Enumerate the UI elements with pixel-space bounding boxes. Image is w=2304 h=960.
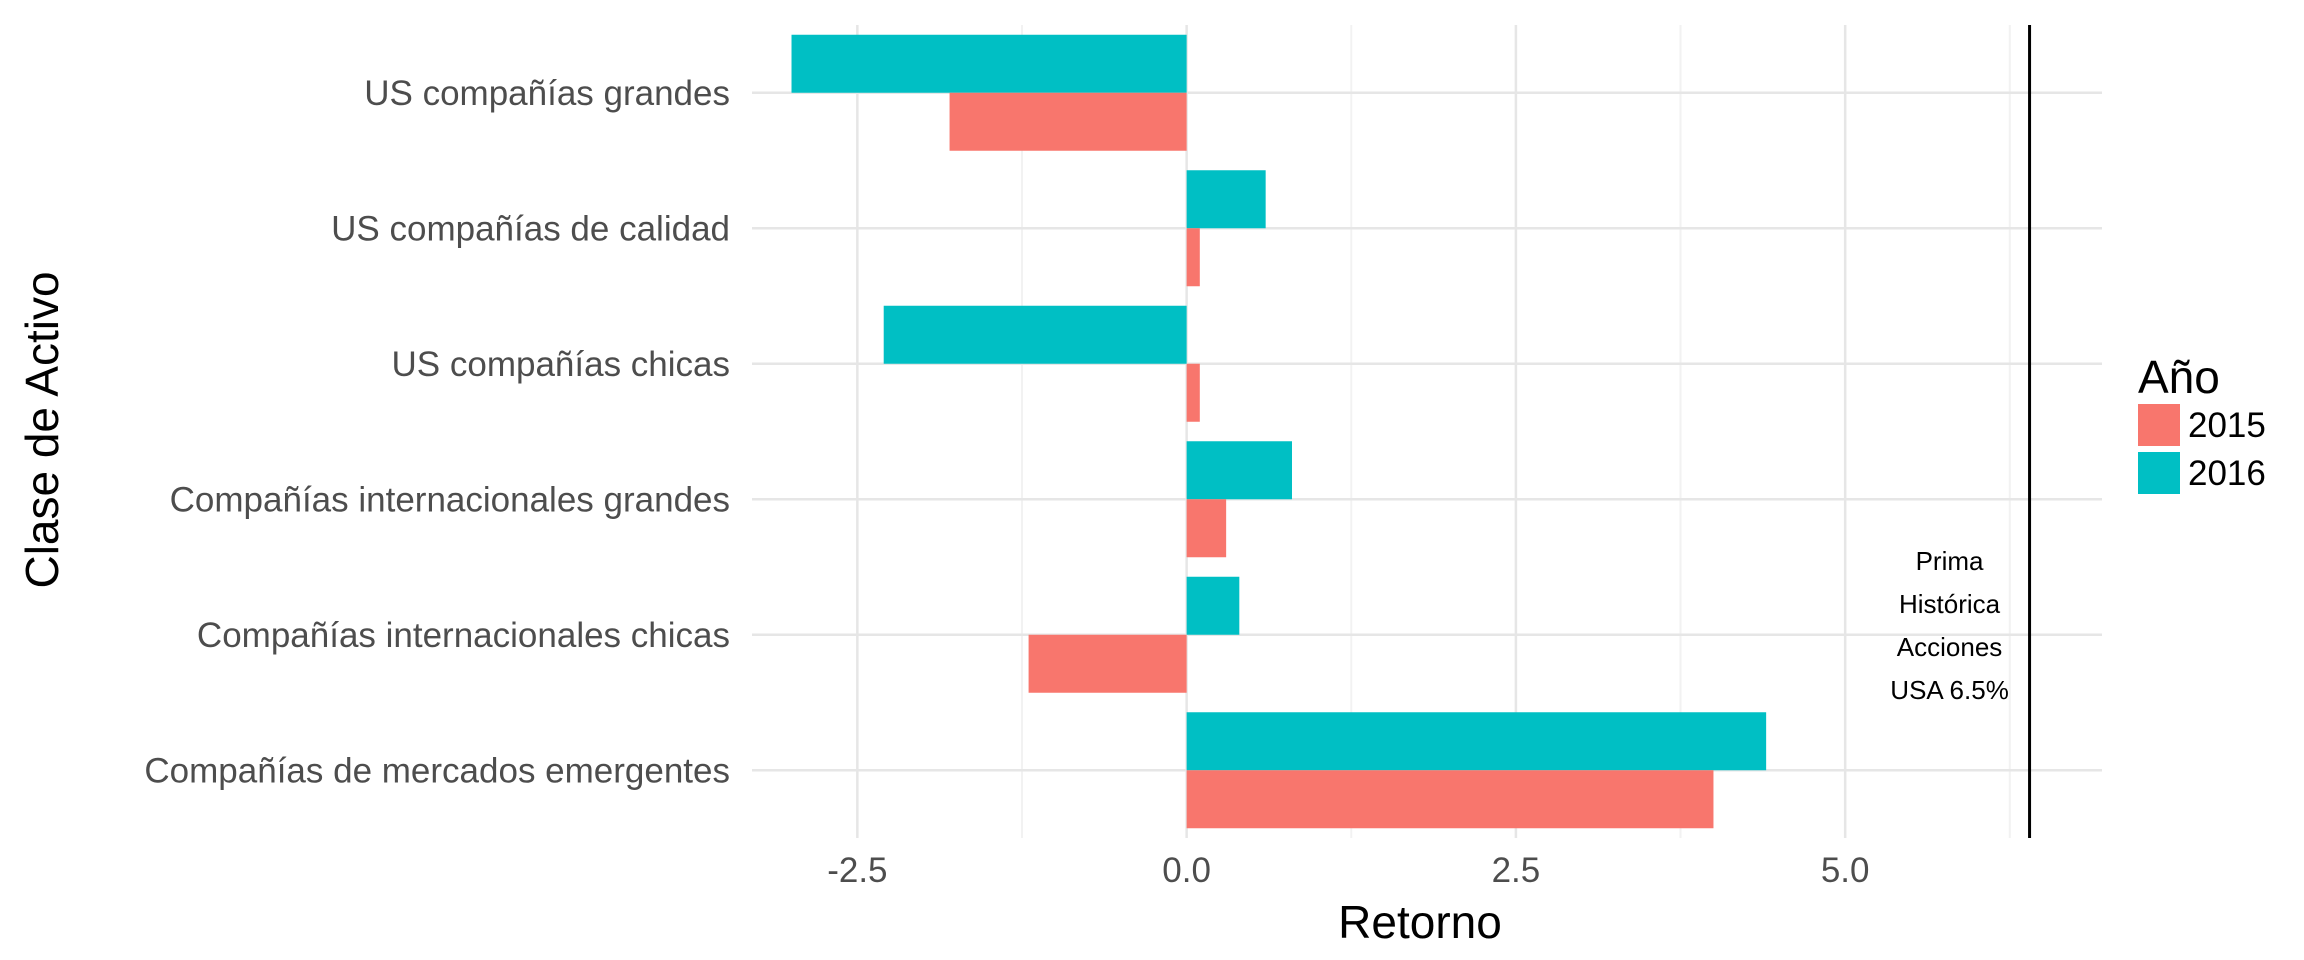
legend-label-2015: 2015 — [2188, 406, 2266, 445]
legend-swatch-2016 — [2138, 452, 2180, 494]
y-axis-title: Clase de Activo — [16, 271, 68, 588]
reference-annotation: Histórica — [1899, 589, 2001, 619]
bar-2016 — [791, 34, 1187, 93]
bar-2016 — [883, 305, 1187, 364]
x-tick-label: 2.5 — [1492, 851, 1541, 890]
bar-2015 — [1186, 363, 1200, 422]
bar-2016 — [1186, 576, 1240, 635]
legend-title: Año — [2138, 351, 2220, 403]
legend-label-2016: 2016 — [2188, 454, 2266, 493]
reference-annotation: USA 6.5% — [1890, 675, 2009, 705]
bars — [791, 34, 1767, 829]
bar-2015 — [949, 92, 1187, 151]
legend-swatch-2015 — [2138, 404, 2180, 446]
x-tick-label: -2.5 — [827, 851, 887, 890]
y-tick-label: US compañías grandes — [364, 74, 730, 113]
y-tick-label: US compañías de calidad — [331, 209, 730, 248]
reference-line-group: Prima Histórica Acciones USA 6.5% — [1890, 25, 2032, 838]
y-tick-label: Compañías internacionales chicas — [197, 616, 730, 655]
x-tick-label: 5.0 — [1821, 851, 1870, 890]
bar-2016 — [1186, 441, 1292, 500]
bar-2016 — [1186, 712, 1767, 771]
reference-annotation: Prima — [1916, 546, 1984, 576]
bar-2015 — [1186, 499, 1227, 558]
y-tick-label: US compañías chicas — [392, 345, 730, 384]
reference-annotation: Acciones — [1897, 632, 2003, 662]
y-tick-label: Compañías internacionales grandes — [170, 480, 730, 519]
y-tick-labels: US compañías grandes US compañías de cali… — [144, 74, 730, 791]
bar-2015 — [1028, 634, 1187, 693]
x-axis-title: Retorno — [1338, 896, 1502, 948]
bar-2015 — [1186, 228, 1200, 287]
x-tick-labels: -2.5 0.0 2.5 5.0 — [827, 851, 1869, 890]
x-tick-label: 0.0 — [1162, 851, 1211, 890]
y-tick-label: Compañías de mercados emergentes — [144, 751, 730, 790]
bar-2016 — [1186, 170, 1266, 229]
bar-2015 — [1186, 770, 1714, 829]
